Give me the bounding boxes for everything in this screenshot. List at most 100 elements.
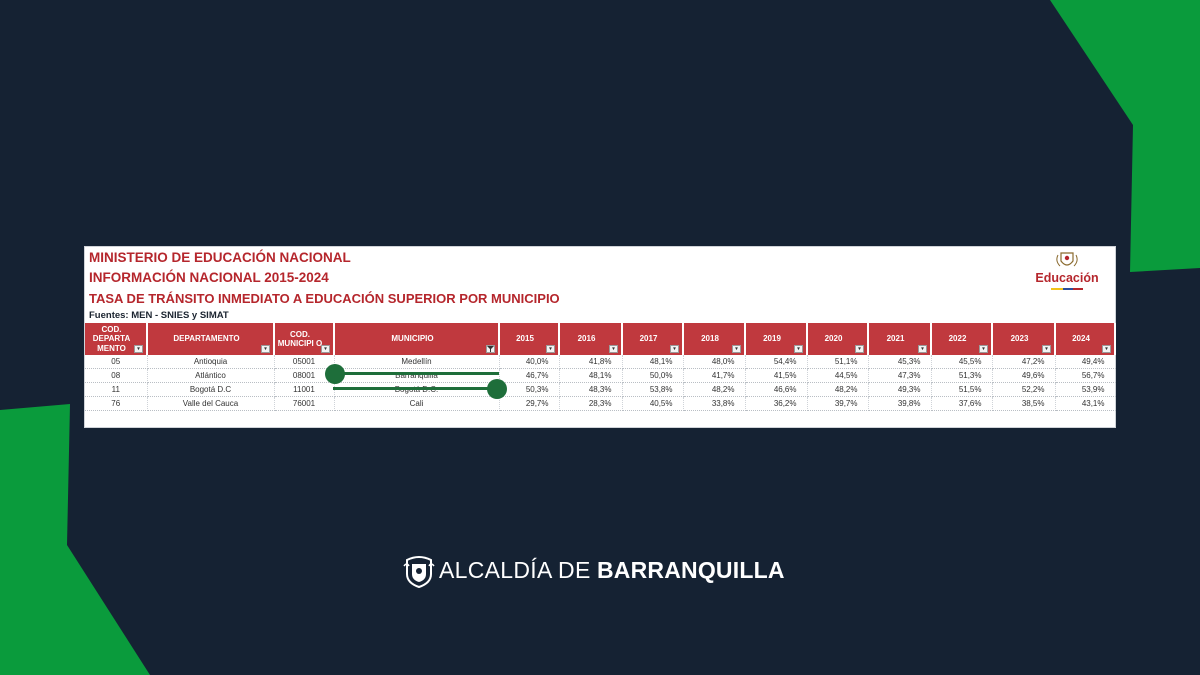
flag-stripe-yellow: [1051, 288, 1063, 290]
cell-2016[interactable]: 48,1%: [559, 368, 623, 383]
cell-2024[interactable]: 53,9%: [1055, 382, 1116, 397]
top-right-green-shape: [1050, 0, 1200, 272]
cell-2018[interactable]: 41,7%: [683, 368, 746, 383]
cell-cod-municipio[interactable]: 05001: [274, 355, 335, 369]
cell-2022[interactable]: 51,3%: [931, 368, 993, 383]
header-cod-departamento[interactable]: COD. DEPARTA MENTO ▾: [85, 323, 148, 355]
alcaldia-crest-icon: [403, 556, 435, 588]
cell-cod-departamento[interactable]: 11: [85, 382, 148, 397]
cell-2024[interactable]: 49,4%: [1055, 355, 1116, 369]
cell-cod-municipio[interactable]: 11001: [274, 382, 335, 397]
table-row-bogota: 11 Bogotá D.C 11001 Bogotá D.C. 50,3% 48…: [85, 382, 1116, 397]
table-row-valle-del-cauca: 76 Valle del Cauca 76001 Cali 29,7% 28,3…: [85, 396, 1116, 411]
cell-2017[interactable]: 48,1%: [622, 355, 684, 369]
header-year-2018[interactable]: 2018 ▾: [683, 323, 746, 355]
alcaldia-footer-logo: ALCALDÍA DE BARRANQUILLA: [403, 553, 803, 589]
cell-2019[interactable]: 36,2%: [745, 396, 808, 411]
cell-2021[interactable]: 47,3%: [868, 368, 932, 383]
cell-2020[interactable]: 39,7%: [807, 396, 869, 411]
cell-2023[interactable]: 38,5%: [992, 396, 1056, 411]
wordmark-city: BARRANQUILLA: [596, 557, 785, 583]
cell-2024[interactable]: 56,7%: [1055, 368, 1116, 383]
cell-departamento[interactable]: Antioquia: [147, 355, 275, 369]
highlight-dot-right: [487, 379, 507, 399]
dropdown-arrow-icon[interactable]: ▾: [261, 345, 270, 353]
header-year-2020[interactable]: 2020 ▾: [807, 323, 869, 355]
spreadsheet-screenshot: MINISTERIO DE EDUCACIÓN NACIONAL INFORMA…: [84, 246, 1116, 428]
alcaldia-wordmark: ALCALDÍA DE BARRANQUILLA: [439, 555, 785, 585]
header-year-2023[interactable]: 2023 ▾: [992, 323, 1056, 355]
cell-2023[interactable]: 47,2%: [992, 355, 1056, 369]
header-year-2016[interactable]: 2016 ▾: [559, 323, 623, 355]
cell-2020[interactable]: 48,2%: [807, 382, 869, 397]
cell-2021[interactable]: 49,3%: [868, 382, 932, 397]
cell-2022[interactable]: 37,6%: [931, 396, 993, 411]
cell-2018[interactable]: 48,2%: [683, 382, 746, 397]
cell-2023[interactable]: 49,6%: [992, 368, 1056, 383]
cell-2019[interactable]: 41,5%: [745, 368, 808, 383]
filter-icon[interactable]: [486, 345, 495, 353]
cell-2022[interactable]: 45,5%: [931, 355, 993, 369]
cell-2020[interactable]: 51,1%: [807, 355, 869, 369]
cell-departamento[interactable]: Bogotá D.C: [147, 382, 275, 397]
dropdown-arrow-icon[interactable]: ▾: [1042, 345, 1051, 353]
cell-cod-departamento[interactable]: 05: [85, 355, 148, 369]
dropdown-arrow-icon[interactable]: ▾: [855, 345, 864, 353]
dropdown-arrow-icon[interactable]: ▾: [1102, 345, 1111, 353]
header-year-2021[interactable]: 2021 ▾: [868, 323, 932, 355]
cell-2021[interactable]: 45,3%: [868, 355, 932, 369]
coat-of-arms-icon: [1056, 252, 1078, 267]
highlight-line-top: [343, 372, 499, 375]
cell-2020[interactable]: 44,5%: [807, 368, 869, 383]
header-year-2015[interactable]: 2015 ▾: [499, 323, 560, 355]
cell-cod-municipio[interactable]: 76001: [274, 396, 335, 411]
cell-2015[interactable]: 50,3%: [499, 382, 560, 397]
dropdown-arrow-icon[interactable]: ▾: [918, 345, 927, 353]
sheet-title-period: INFORMACIÓN NACIONAL 2015-2024: [89, 270, 329, 285]
highlight-dot-left: [325, 364, 345, 384]
cell-departamento[interactable]: Valle del Cauca: [147, 396, 275, 411]
cell-2023[interactable]: 52,2%: [992, 382, 1056, 397]
cell-municipio[interactable]: Medellín: [334, 355, 500, 369]
cell-2019[interactable]: 46,6%: [745, 382, 808, 397]
cell-2022[interactable]: 51,5%: [931, 382, 993, 397]
cell-cod-departamento[interactable]: 76: [85, 396, 148, 411]
cell-cod-departamento[interactable]: 08: [85, 368, 148, 383]
dropdown-arrow-icon[interactable]: ▾: [134, 345, 143, 353]
dropdown-arrow-icon[interactable]: ▾: [670, 345, 679, 353]
cell-2015[interactable]: 46,7%: [499, 368, 560, 383]
cell-2016[interactable]: 48,3%: [559, 382, 623, 397]
cell-municipio[interactable]: Cali: [334, 396, 500, 411]
cell-2016[interactable]: 41,8%: [559, 355, 623, 369]
dropdown-arrow-icon[interactable]: ▾: [794, 345, 803, 353]
header-departamento[interactable]: DEPARTAMENTO ▾: [147, 323, 275, 355]
header-year-2019[interactable]: 2019 ▾: [745, 323, 808, 355]
cell-departamento[interactable]: Atlántico: [147, 368, 275, 383]
header-cod-municipio[interactable]: COD. MUNICIPI O ▾: [274, 323, 335, 355]
cell-2015[interactable]: 40,0%: [499, 355, 560, 369]
dropdown-arrow-icon[interactable]: ▾: [732, 345, 741, 353]
header-year-2017[interactable]: 2017 ▾: [622, 323, 684, 355]
flag-stripe-blue: [1063, 288, 1073, 290]
cell-2016[interactable]: 28,3%: [559, 396, 623, 411]
cell-2015[interactable]: 29,7%: [499, 396, 560, 411]
header-year-2022[interactable]: 2022 ▾: [931, 323, 993, 355]
header-municipio[interactable]: MUNICIPIO: [334, 323, 500, 355]
header-year-2024[interactable]: 2024 ▾: [1055, 323, 1116, 355]
dropdown-arrow-icon[interactable]: ▾: [609, 345, 618, 353]
cell-2024[interactable]: 43,1%: [1055, 396, 1116, 411]
cell-2017[interactable]: 40,5%: [622, 396, 684, 411]
educacion-logo: Educación: [1027, 249, 1107, 295]
cell-2021[interactable]: 39,8%: [868, 396, 932, 411]
highlight-line-bottom: [333, 387, 489, 390]
dropdown-arrow-icon[interactable]: ▾: [979, 345, 988, 353]
cell-2018[interactable]: 33,8%: [683, 396, 746, 411]
cell-2017[interactable]: 53,8%: [622, 382, 684, 397]
cell-2019[interactable]: 54,4%: [745, 355, 808, 369]
dropdown-arrow-icon[interactable]: ▾: [321, 345, 330, 353]
dropdown-arrow-icon[interactable]: ▾: [546, 345, 555, 353]
cell-municipio[interactable]: Barranquilla: [334, 368, 500, 383]
cell-2018[interactable]: 48,0%: [683, 355, 746, 369]
cell-2017[interactable]: 50,0%: [622, 368, 684, 383]
